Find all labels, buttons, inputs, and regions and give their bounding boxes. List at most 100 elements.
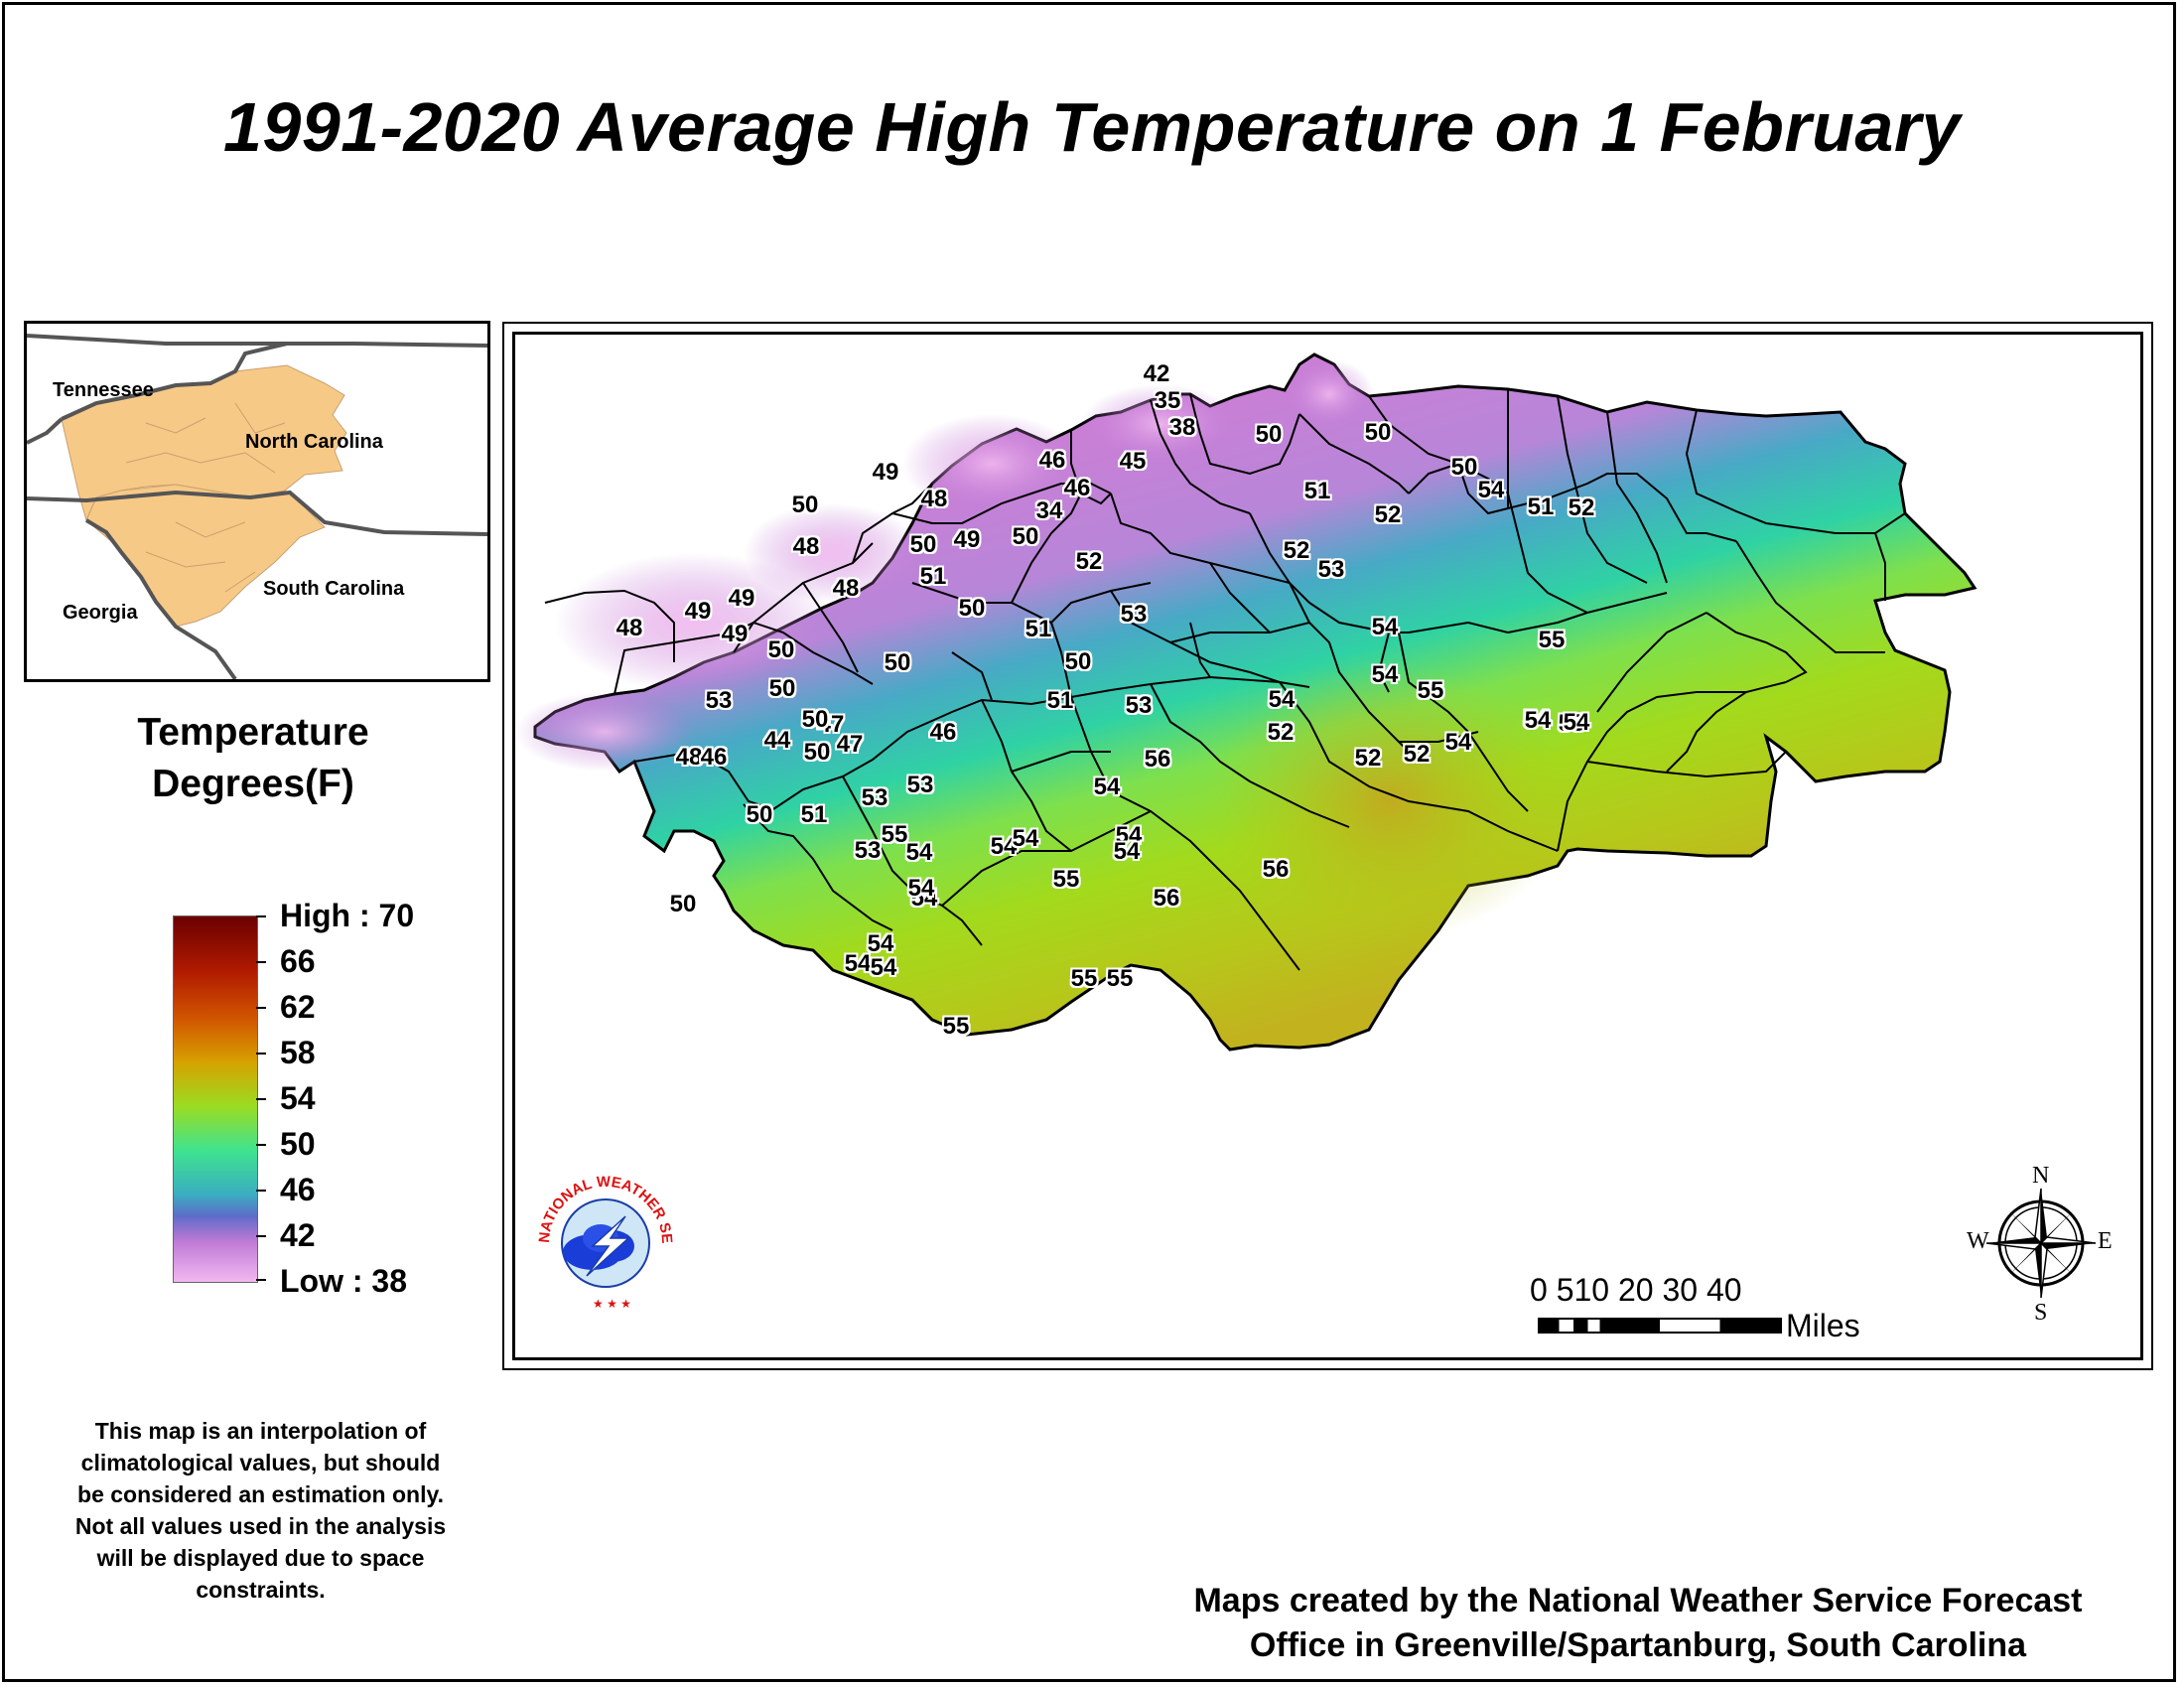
temperature-value-label: 50 [801,706,829,733]
legend-level: 58 [280,1035,316,1070]
credit-line2: Office in Greenville/Spartanburg, South … [1249,1626,2027,1664]
temperature-value-label: 49 [684,598,712,625]
temperature-value-label: 45 [1119,448,1147,475]
temperature-value-label: 48 [615,615,643,641]
note-line: This map is an interpolation of [94,1418,427,1444]
main-map-frame: 0 510 20 30 40 Miles N S [502,322,2153,1370]
legend-title-line2: Degrees(F) [152,763,354,805]
temperature-value-label: 54 [1115,822,1143,849]
note-line: constraints. [196,1577,326,1603]
temperature-value-label: 53 [906,772,934,798]
temperature-value-label: 53 [854,837,882,864]
legend-tick [256,1098,266,1100]
compass-rose-icon [1985,1188,2097,1299]
temperature-value-label: 50 [1255,421,1283,448]
temperature-value-label: 42 [1143,360,1170,387]
compass-e: E [2098,1228,2113,1254]
temperature-value-label: 54 [1371,614,1399,640]
legend-level: 66 [280,943,316,979]
temperature-value-label: 53 [1558,710,1585,737]
compass-w: W [1967,1228,1989,1254]
scale-bar [1538,1318,1782,1334]
credit-text: Maps created by the National Weather Ser… [1092,1579,2184,1668]
temperature-value-label: 54 [1012,825,1039,852]
temperature-value-label: 55 [942,1013,970,1040]
map-title: 1991-2020 Average High Temperature on 1 … [222,88,1962,166]
legend-level: 54 [280,1080,316,1116]
disclaimer-note: This map is an interpolation of climatol… [20,1415,501,1606]
legend-title-line1: Temperature [137,711,369,754]
note-line: will be displayed due to space [96,1545,425,1571]
temperature-value-label: 50 [767,636,795,663]
temperature-value-label: 54 [1371,661,1399,688]
temperature-value-label: 54 [1524,707,1552,734]
temperature-value-label: 54 [907,875,935,902]
temperature-value-label: 53 [861,784,888,811]
temperature-value-label: 49 [872,459,899,486]
temperature-value-label: 55 [1070,965,1098,992]
temperature-value-label: 46 [1038,447,1066,474]
temperature-value-label: 52 [1568,494,1595,521]
temperature-value-label: 53 [1317,556,1345,583]
temperature-value-label: 50 [958,595,986,622]
temperature-value-label: 52 [1283,537,1310,564]
inset-label-georgia: Georgia [63,602,138,624]
legend-low-label: Low : 38 [280,1263,408,1299]
temperature-value-label: 55 [1106,965,1134,992]
temperature-value-label: 54 [910,885,938,912]
legend-high-label: High : 70 [280,898,415,933]
temperature-value-label: 52 [1403,741,1431,768]
legend-level: 42 [280,1217,316,1253]
temperature-value-label: 54 [1523,706,1551,733]
legend-tick [256,1053,266,1055]
temperature-value-label: 52 [1075,548,1103,575]
temperature-value-label: 48 [792,533,820,560]
temperature-value-label: 54 [905,839,933,866]
locator-inset-map: Tennessee North Carolina Georgia South C… [24,321,490,682]
temperature-value-label: 55 [1052,866,1080,893]
temperature-value-label: 48 [832,575,860,602]
temperature-value-label: 52 [1374,501,1402,528]
locator-map-graphic [27,334,487,679]
temperature-value-label: 53 [1125,692,1153,719]
temperature-value-label: 51 [1024,616,1052,642]
temperature-value-label: 49 [721,621,749,647]
temperature-value-label: 54 [870,954,897,981]
temperature-value-label: 47 [836,731,864,758]
credit-line1: Maps created by the National Weather Ser… [1193,1582,2083,1619]
temperature-value-label: 54 [1093,774,1121,800]
temperature-value-label: 56 [1153,885,1180,912]
nws-logo-icon: NATIONAL WEATHER SERVICE ★ ★ ★ [531,1169,675,1311]
temperature-value-label: 50 [1450,454,1478,481]
legend-level: 46 [280,1172,316,1207]
temperature-value-label: 51 [800,801,828,828]
legend-tick [256,1190,266,1192]
legend-level: 62 [280,989,316,1025]
temperature-value-label: 52 [1267,719,1295,746]
legend-tick [256,1235,266,1237]
temperature-value-label: 54 [1477,477,1505,503]
temperature-value-label: 54 [1563,709,1590,736]
main-map-panel: 0 510 20 30 40 Miles N S [512,332,2143,1360]
temperature-value-label: 34 [1035,497,1063,524]
temperature-value-label: 50 [1064,648,1092,675]
temperature-value-label: 46 [700,744,728,771]
legend-tick [256,1144,266,1146]
temperature-value-label: 54 [1444,729,1472,756]
temperature-value-label: 51 [1303,478,1331,504]
temperature-value-label: 53 [705,687,733,714]
temperature-value-label: 50 [1012,523,1039,550]
inset-label-tennessee: Tennessee [53,379,154,401]
north-arrow-compass: N S W E [1967,1163,2113,1326]
temperature-value-label: 47 [817,711,845,738]
legend-color-ramp [173,915,258,1283]
temperature-value-label: 51 [1046,687,1074,714]
temperature-value-label: 49 [953,526,981,553]
temperature-value-label: 55 [881,821,908,848]
temperature-value-label: 54 [844,950,872,977]
nws-logo: NATIONAL WEATHER SERVICE ★ ★ ★ [531,1169,680,1318]
inset-label-north-carolina: North Carolina [245,431,383,453]
temperature-value-label: 50 [1364,419,1392,446]
temperature-value-label: 51 [1527,493,1555,520]
